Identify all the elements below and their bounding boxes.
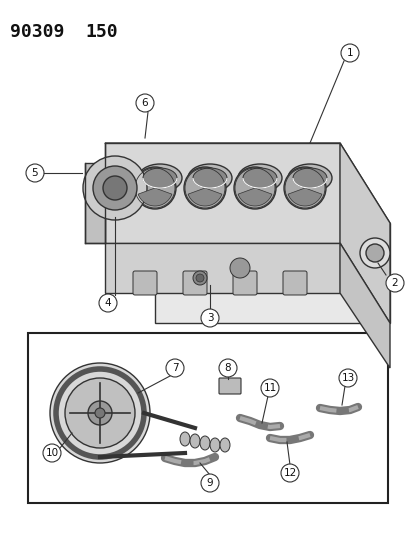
Circle shape	[99, 294, 117, 312]
Bar	[28, 333, 387, 503]
Polygon shape	[339, 243, 389, 368]
Ellipse shape	[190, 434, 199, 448]
Text: 8: 8	[224, 363, 231, 373]
Ellipse shape	[233, 167, 275, 209]
Ellipse shape	[192, 168, 226, 188]
Circle shape	[230, 258, 249, 278]
Text: 9: 9	[206, 478, 213, 488]
Ellipse shape	[283, 167, 325, 209]
Text: 7: 7	[171, 363, 178, 373]
FancyBboxPatch shape	[282, 271, 306, 295]
Wedge shape	[237, 188, 271, 206]
Text: 13: 13	[341, 373, 354, 383]
Polygon shape	[105, 143, 389, 223]
Circle shape	[260, 379, 278, 397]
FancyBboxPatch shape	[133, 271, 157, 295]
Text: 10: 10	[45, 448, 58, 458]
Text: 5: 5	[32, 168, 38, 178]
Text: 1: 1	[346, 48, 352, 58]
Ellipse shape	[138, 164, 182, 192]
Wedge shape	[138, 188, 171, 206]
Circle shape	[65, 378, 135, 448]
Wedge shape	[188, 188, 221, 206]
Circle shape	[201, 474, 218, 492]
Circle shape	[359, 238, 389, 268]
FancyBboxPatch shape	[233, 271, 256, 295]
Circle shape	[93, 166, 137, 210]
Text: 4: 4	[104, 298, 111, 308]
Text: 6: 6	[141, 98, 148, 108]
Circle shape	[83, 156, 147, 220]
Circle shape	[218, 359, 236, 377]
Ellipse shape	[142, 168, 177, 188]
Ellipse shape	[292, 168, 326, 188]
Circle shape	[95, 408, 105, 418]
Ellipse shape	[180, 432, 190, 446]
Ellipse shape	[219, 438, 230, 452]
Polygon shape	[154, 223, 389, 323]
Circle shape	[88, 401, 112, 425]
Circle shape	[192, 271, 206, 285]
Circle shape	[195, 274, 204, 282]
Circle shape	[136, 94, 154, 112]
Ellipse shape	[199, 436, 209, 450]
Polygon shape	[105, 243, 339, 293]
Ellipse shape	[237, 164, 281, 192]
Text: 2: 2	[391, 278, 397, 288]
Circle shape	[166, 359, 183, 377]
Polygon shape	[339, 143, 389, 323]
Circle shape	[50, 363, 150, 463]
Circle shape	[365, 244, 383, 262]
Ellipse shape	[209, 438, 219, 452]
Circle shape	[26, 164, 44, 182]
Ellipse shape	[242, 168, 276, 188]
Circle shape	[280, 464, 298, 482]
Ellipse shape	[188, 164, 231, 192]
Circle shape	[201, 309, 218, 327]
Circle shape	[338, 369, 356, 387]
Polygon shape	[85, 163, 105, 243]
Text: 12: 12	[282, 468, 296, 478]
Circle shape	[385, 274, 403, 292]
Wedge shape	[287, 188, 321, 206]
Circle shape	[340, 44, 358, 62]
Text: 3: 3	[206, 313, 213, 323]
Ellipse shape	[183, 167, 225, 209]
Circle shape	[103, 176, 127, 200]
FancyBboxPatch shape	[183, 271, 206, 295]
Text: 90309: 90309	[10, 23, 64, 41]
Ellipse shape	[134, 167, 176, 209]
Polygon shape	[105, 143, 339, 243]
Text: 150: 150	[85, 23, 117, 41]
Text: 11: 11	[263, 383, 276, 393]
FancyBboxPatch shape	[218, 378, 240, 394]
Circle shape	[43, 444, 61, 462]
Ellipse shape	[287, 164, 331, 192]
